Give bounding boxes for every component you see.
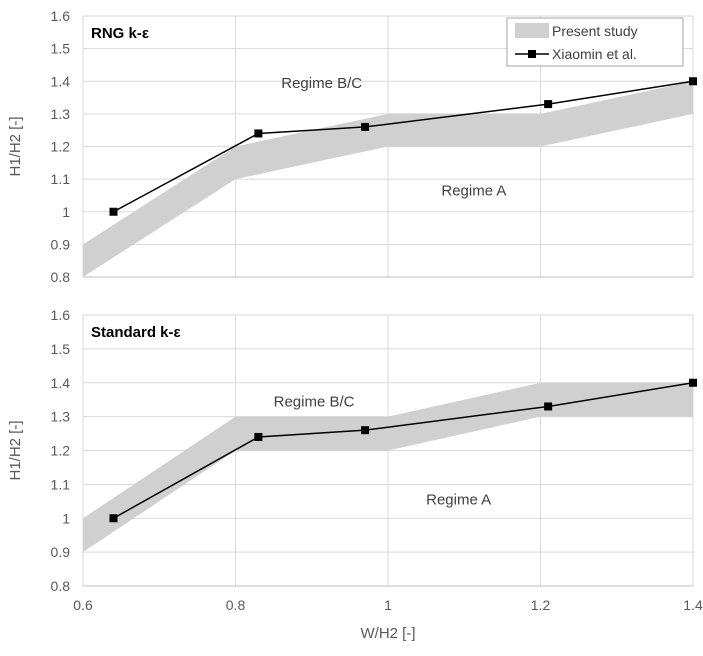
y-tick-label: 1 (62, 204, 70, 220)
data-point (689, 77, 697, 86)
y-axis-label: H1/H2 [-] (7, 116, 24, 176)
y-tick-label: 1 (62, 510, 70, 526)
legend-swatch-band (515, 23, 549, 38)
data-point (361, 122, 370, 131)
panel-1: 0.8 0.9 1 1.1 1.2 1.3 1.4 1.5 1.6 RNG k-ε H1/H2 [-… (7, 8, 697, 285)
y-tick-label: 0.8 (51, 269, 71, 285)
regime-annotation: Regime B/C (274, 393, 355, 410)
y-tick-label: 0.9 (51, 544, 71, 560)
x-tick-label: 1.2 (531, 597, 551, 613)
y-tick-label: 0.9 (51, 236, 71, 252)
y-tick-label: 1.4 (51, 375, 71, 391)
data-point (109, 207, 118, 216)
data-point (254, 432, 263, 441)
panel-title: RNG k-ε (91, 25, 149, 42)
y-tick-label: 1.6 (51, 307, 71, 323)
y-tick-label: 1.3 (51, 409, 71, 425)
panel-2: 0.8 0.9 1 1.1 1.2 1.3 1.4 1.5 1.6 Standard k-ε H1/… (7, 307, 703, 642)
regime-annotation: Regime A (426, 492, 491, 509)
y-tick-label: 1.4 (51, 73, 71, 89)
band-present-study (83, 382, 693, 553)
panel-title: Standard k-ε (91, 324, 181, 341)
regime-annotation: Regime A (441, 182, 506, 199)
data-point (254, 129, 263, 138)
x-tick-label: 1.4 (683, 597, 703, 613)
y-tick-label: 1.6 (51, 8, 71, 24)
y-tick-label: 1.5 (51, 41, 71, 57)
x-axis-label: W/H2 [-] (361, 625, 416, 642)
x-tick-label: 0.8 (226, 597, 246, 613)
legend-label: Present study (552, 23, 638, 39)
x-tick-label: 1 (384, 597, 392, 613)
legend-swatch-marker (528, 50, 536, 58)
y-tick-label: 1.3 (51, 106, 71, 122)
data-point (361, 426, 370, 435)
y-tick-label: 1.2 (51, 443, 71, 459)
band-present-study (83, 81, 693, 277)
data-point (544, 100, 553, 109)
y-tick-label: 1.2 (51, 139, 71, 155)
y-axis-label: H1/H2 [-] (7, 420, 24, 480)
regime-annotation: Regime B/C (281, 75, 362, 92)
y-tick-label: 1.1 (51, 476, 71, 492)
legend-label: Xiaomin et al. (552, 46, 637, 62)
data-point (109, 514, 118, 523)
x-tick-label: 0.6 (73, 597, 93, 613)
y-tick-label: 1.5 (51, 341, 71, 357)
data-point (544, 402, 553, 411)
y-tick-label: 0.8 (51, 578, 71, 594)
data-point (689, 378, 697, 387)
y-tick-label: 1.1 (51, 171, 71, 187)
legend: Present study Xiaomin et al. (506, 17, 684, 67)
